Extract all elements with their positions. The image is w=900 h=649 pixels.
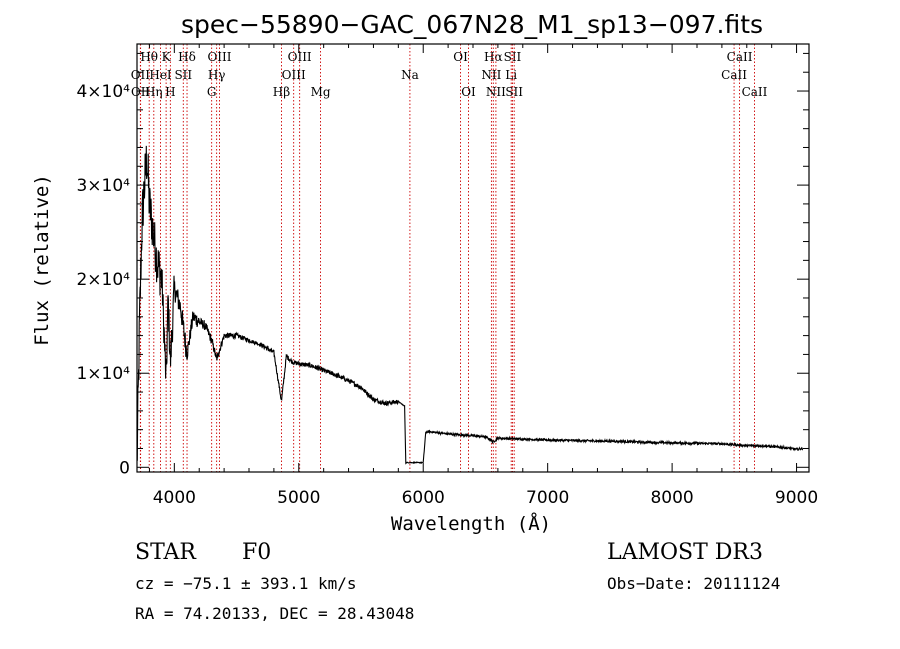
y-tick-label: 3×10⁴: [76, 176, 130, 196]
spectral-line-label: OIII: [288, 50, 312, 64]
spectral-line-label: G: [207, 85, 217, 99]
spectral-line-label: SII: [505, 85, 523, 99]
spectral-line-label: Hη: [145, 85, 163, 99]
axis-ticks: 4000 5000 6000 7000 8000 9000 0 1×10⁴ 2×10⁴ 3×10⁴…: [76, 44, 818, 508]
y-tick-label: 4×10⁴: [76, 82, 130, 102]
spectral-line-label: CaII: [742, 85, 768, 99]
spectrum-series: [136, 145, 804, 465]
spectral-line-label: HeI: [149, 68, 172, 82]
survey-name: LAMOST DR3: [607, 540, 763, 565]
chart-title: spec−55890−GAC_067N28_M1_sp13−097.fits: [181, 10, 763, 39]
y-axis-label: Flux (relative): [31, 174, 53, 346]
spectral-line-label: OII: [131, 85, 151, 99]
spectral-line-label: CaII: [721, 68, 747, 82]
x-tick-label: 6000: [402, 488, 445, 508]
spectral-line-label: H: [165, 85, 175, 99]
spectral-line-label: Hβ: [273, 85, 290, 99]
y-tick-label: 2×10⁴: [76, 270, 130, 290]
spectral-line-label: Hγ: [208, 68, 226, 82]
spectral-line-label: Li: [505, 68, 517, 82]
spectral-line-label: Hθ: [140, 50, 158, 64]
x-tick-label: 8000: [650, 488, 693, 508]
spectral-line-label: CaII: [727, 50, 753, 64]
spectral-line-label: NII: [486, 85, 506, 99]
spectral-line-label: Hα: [484, 50, 503, 64]
spectral-line-label: K: [162, 50, 172, 64]
coordinates: RA = 74.20133, DEC = 28.43048: [135, 604, 415, 623]
spectral-line-label: NII: [481, 68, 501, 82]
spectral-line-label: SII: [504, 50, 522, 64]
spectral-line-label: OII: [131, 68, 151, 82]
spectral-line-label: Hδ: [178, 50, 196, 64]
x-tick-label: 5000: [277, 488, 320, 508]
spectral-line-label: OIII: [282, 68, 306, 82]
y-tick-label: 1×10⁴: [76, 364, 130, 384]
plot-frame: [136, 43, 810, 473]
spectral-line-label: Mg: [311, 85, 331, 99]
x-axis-label: Wavelength (Å): [391, 512, 551, 535]
x-tick-label: 7000: [526, 488, 569, 508]
spectral-line-label: OI: [461, 85, 476, 99]
x-tick-label: 4000: [153, 488, 196, 508]
spectral-subclass: F0: [242, 540, 272, 565]
x-tick-label: 9000: [775, 488, 818, 508]
spectral-line-label: OI: [453, 50, 468, 64]
spectral-line-label: Na: [401, 68, 419, 82]
spectral-line-label: SII: [174, 68, 192, 82]
redshift-velocity: cz = −75.1 ± 393.1 km/s: [135, 574, 357, 593]
object-class: STAR: [135, 540, 196, 565]
y-tick-label: 0: [119, 458, 130, 478]
observation-date: Obs−Date: 20111124: [607, 574, 781, 593]
spectral-line-label: OIII: [207, 50, 231, 64]
